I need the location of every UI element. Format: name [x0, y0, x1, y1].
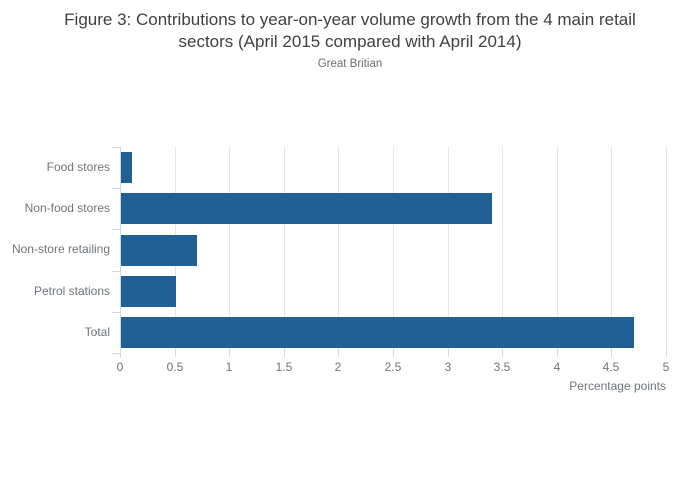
x-axis-tick: [338, 349, 339, 357]
bar-total: [121, 317, 634, 348]
x-axis-tick: [229, 349, 230, 357]
gridline: [393, 147, 394, 353]
x-axis-tick-label: 4.5: [602, 360, 620, 374]
x-axis-title: Percentage points: [569, 379, 666, 393]
plot-area: [112, 147, 667, 358]
x-axis-tick: [611, 349, 612, 357]
y-axis-tick: [112, 271, 120, 272]
y-axis-tick: [112, 353, 120, 354]
y-axis-line: [120, 147, 121, 358]
x-axis-tick-label: 5: [662, 360, 670, 374]
y-axis-label: Non-store retailing: [11, 242, 110, 257]
bar-petrol-stations: [121, 276, 176, 307]
y-axis-tick: [112, 229, 120, 230]
bar-non-food-stores: [121, 193, 492, 224]
gridline: [502, 147, 503, 353]
bar-non-store-retailing: [121, 235, 197, 266]
x-axis-tick: [175, 349, 176, 357]
y-axis-label: Petrol stations: [33, 283, 110, 298]
x-axis-tick-label: 2: [334, 360, 342, 374]
x-axis-tick-label: 1.5: [275, 360, 293, 374]
x-axis-tick: [502, 349, 503, 357]
gridline: [229, 147, 230, 353]
x-axis-tick: [393, 349, 394, 357]
gridline: [611, 147, 612, 353]
gridline: [338, 147, 339, 353]
chart-subtitle: Great Britian: [317, 58, 383, 70]
chart-title: Figure 3: Contributions to year-on-year …: [64, 10, 636, 51]
x-axis-tick-label: 0: [116, 360, 124, 374]
x-axis-tick-label: 2.5: [384, 360, 402, 374]
gridline: [666, 147, 667, 353]
x-axis-tick-label: 1: [225, 360, 233, 374]
gridline: [557, 147, 558, 353]
x-axis-tick-label: 4: [553, 360, 561, 374]
x-axis-tick-label: 0.5: [166, 360, 184, 374]
y-axis-tick: [112, 147, 120, 148]
gridline: [284, 147, 285, 353]
x-axis-tick: [284, 349, 285, 357]
bar-food-stores: [121, 152, 132, 183]
x-axis-tick: [557, 349, 558, 357]
x-axis-tick: [666, 349, 667, 357]
y-axis-label: Food stores: [46, 160, 110, 174]
y-axis-tick: [112, 188, 120, 189]
x-axis-tick: [448, 349, 449, 357]
y-axis-tick: [112, 312, 120, 313]
y-axis-label: Non-food stores: [24, 201, 110, 216]
y-axis-label: Total: [84, 324, 110, 339]
x-axis-tick-label: 3.5: [493, 360, 511, 374]
x-axis-tick-label: 3: [444, 360, 452, 374]
gridline: [448, 147, 449, 353]
